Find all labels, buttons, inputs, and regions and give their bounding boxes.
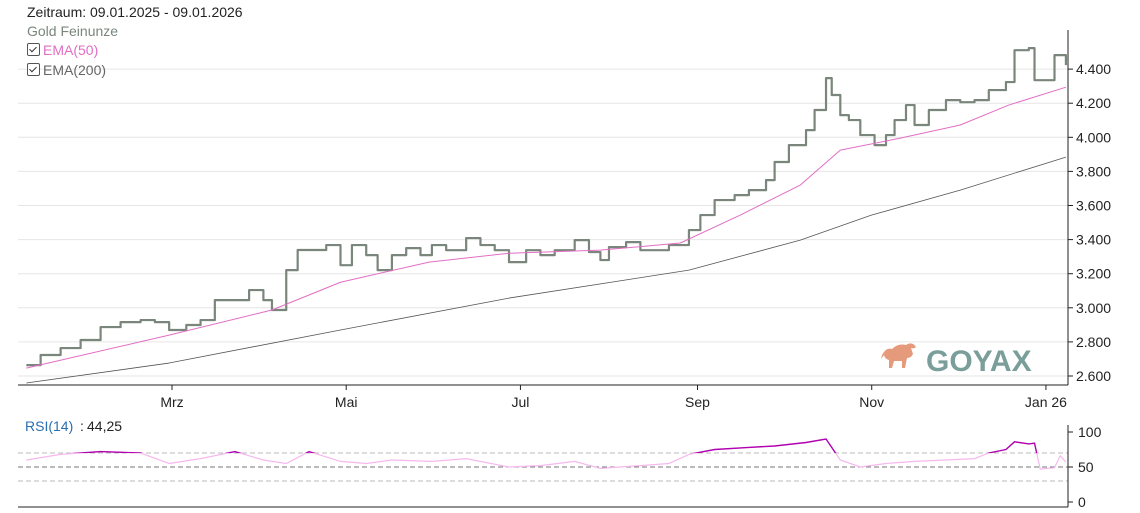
x-tick-label: Mai [335, 394, 358, 410]
y-tick-label: 3.200 [1076, 266, 1111, 282]
x-tick-label: Jan 26 [1025, 394, 1067, 410]
date-range: Zeitraum: 09.01.2025 - 09.01.2026 [27, 4, 243, 20]
ema50-label: EMA(50) [43, 42, 99, 58]
x-tick-label: Jul [511, 394, 529, 410]
y-tick-label: 2.600 [1076, 368, 1111, 384]
ema50-checkbox[interactable] [27, 43, 40, 56]
logo-text: GOYAX [926, 345, 1032, 378]
instrument-name: Gold Feinunze [27, 23, 119, 39]
price-line [26, 47, 1068, 367]
legend-ema200[interactable]: EMA(200) [27, 61, 106, 79]
rsi-y-tick-label: 100 [1078, 424, 1102, 440]
rsi-y-tick-label: 0 [1078, 494, 1086, 510]
ema50-line [26, 86, 1067, 369]
x-tick-label: Nov [859, 394, 884, 410]
ema200-label: EMA(200) [43, 62, 107, 78]
y-tick-label: 3.800 [1076, 163, 1111, 179]
ema200-line [26, 156, 1067, 384]
legend-ema50[interactable]: EMA(50) [27, 41, 98, 59]
ema200-checkbox[interactable] [27, 63, 40, 76]
axes: 2.600 2.800 3.000 3.200 3.400 3.600 3.800 4.000… [18, 30, 1111, 410]
rsi-value: 44,25 [87, 418, 122, 434]
y-tick-label: 3.000 [1076, 300, 1111, 316]
y-tick-label: 2.800 [1076, 334, 1111, 350]
rsi-line-above-70 [70, 438, 1038, 453]
rsi-panel: 0 50 100 [18, 424, 1102, 510]
grid [18, 68, 1068, 377]
y-tick-label: 3.600 [1076, 198, 1111, 214]
rsi-line-below-70 [26, 453, 1067, 470]
y-tick-label: 4.000 [1076, 129, 1111, 145]
x-tick-label: Sep [685, 394, 710, 410]
rsi-prefix: : [80, 418, 84, 434]
rsi-y-tick-label: 50 [1078, 459, 1094, 475]
x-tick-label: Mrz [160, 394, 183, 410]
goyax-logo: GOYAX [881, 343, 1032, 378]
y-tick-label: 3.400 [1076, 232, 1111, 248]
y-tick-label: 4.200 [1076, 95, 1111, 111]
bull-icon [881, 343, 916, 368]
y-tick-label: 4.400 [1076, 61, 1111, 77]
rsi-title: RSI(14) [25, 418, 73, 434]
price-plot [26, 47, 1068, 384]
